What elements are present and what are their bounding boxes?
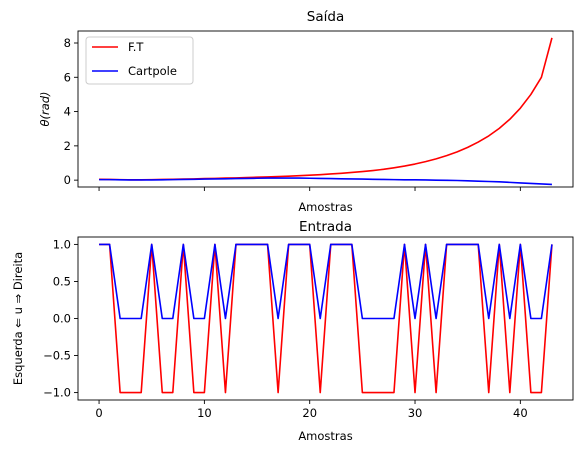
input-subplot: 0 10 20 30 40 −1.0 −0.5 0.0 0.5 1.0 Entrada Amostra…	[11, 219, 574, 443]
y-tick-label: 8	[64, 36, 71, 50]
x-tick-label: 30	[408, 406, 423, 420]
x-tick-label: 20	[302, 406, 317, 420]
y-tick-label: 0.5	[53, 274, 71, 288]
legend: F.T Cartpole	[85, 36, 194, 85]
subplot-title: Entrada	[299, 219, 352, 235]
x-tick-label: 0	[95, 406, 102, 420]
y-tick-label: 4	[64, 105, 71, 119]
subplot-title: Saída	[307, 9, 344, 25]
y-tick-label: 2	[64, 139, 71, 153]
y-axis-label: Esquerda ⇐ u ⇒ Direita	[11, 252, 25, 385]
y-tick-label: 1.0	[53, 237, 71, 251]
y-tick-label: −0.5	[43, 349, 71, 363]
axes-frame	[77, 30, 574, 188]
x-axis-label: Amostras	[298, 200, 352, 214]
y-tick-label: 0	[64, 173, 71, 187]
x-tick-label: 10	[197, 406, 212, 420]
y-tick-label: 6	[64, 70, 71, 84]
y-axis-label: θ(rad)	[38, 91, 52, 126]
output-subplot: 0 2 4 6 8 Saída Amostras θ(rad) F.T Cartpole	[38, 9, 574, 214]
x-axis-label: Amostras	[298, 429, 352, 443]
y-tick-label: 0.0	[53, 312, 71, 326]
series-line-blue	[99, 243, 553, 320]
legend-frame	[85, 36, 194, 85]
x-tick-label: 40	[513, 406, 528, 420]
y-tick-label: −1.0	[43, 386, 71, 400]
legend-label: F.T	[128, 40, 144, 54]
legend-label: Cartpole	[128, 64, 177, 78]
series-line-cartpole	[99, 177, 552, 186]
